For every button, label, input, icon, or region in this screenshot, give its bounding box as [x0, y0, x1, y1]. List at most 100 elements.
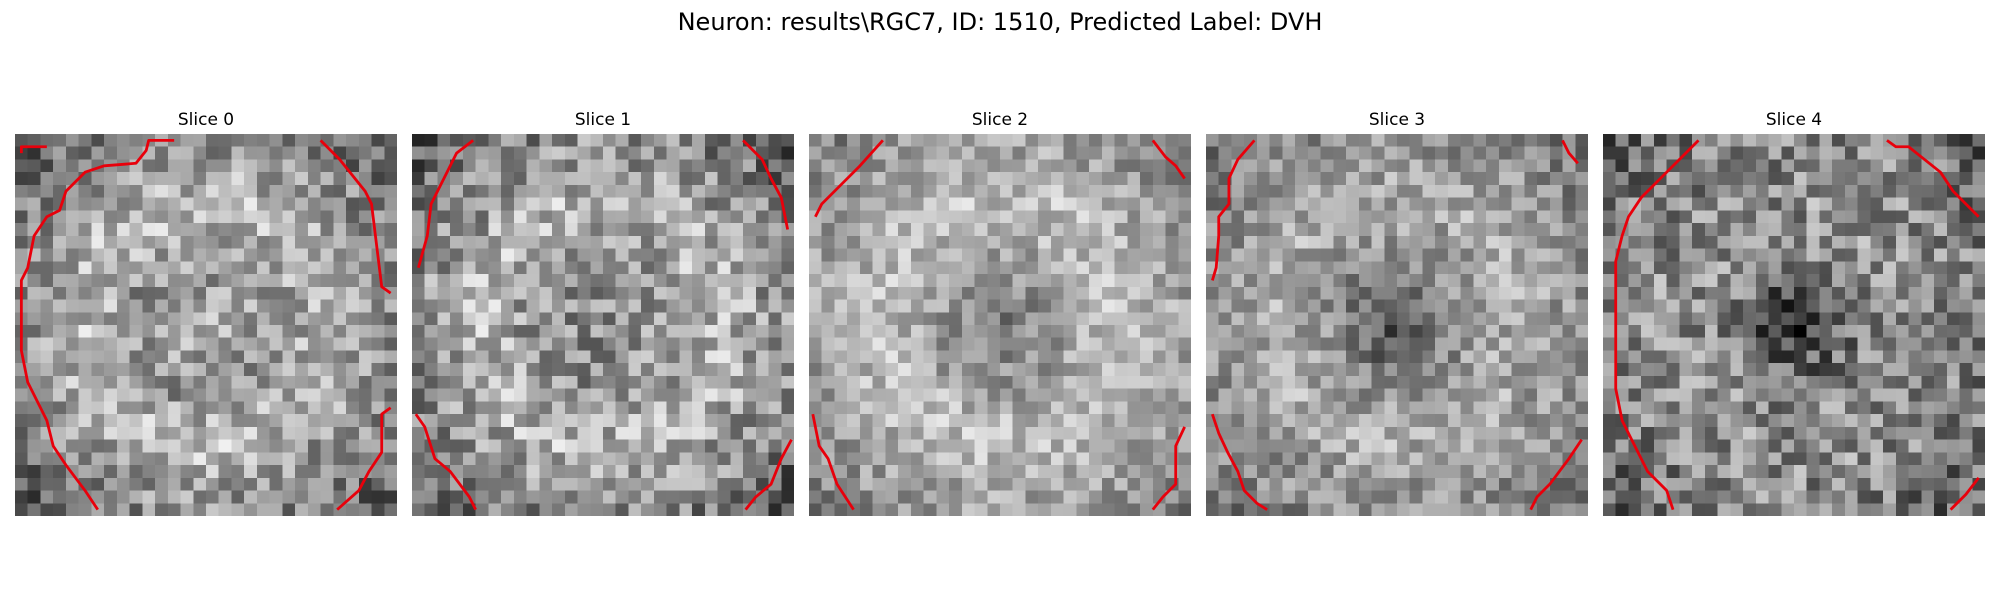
pixel [244, 261, 258, 275]
pixel [78, 223, 92, 237]
pixel [1307, 414, 1321, 428]
pixel [513, 299, 527, 313]
pixel [1050, 261, 1064, 275]
pixel [1076, 490, 1090, 504]
pixel [1178, 159, 1191, 173]
pixel [1447, 134, 1461, 147]
pixel [834, 401, 848, 415]
pixel [206, 184, 219, 198]
pixel [1946, 452, 1960, 466]
pixel [1946, 350, 1960, 364]
pixel [1946, 414, 1960, 428]
pixel [1025, 197, 1039, 211]
pixel [1870, 363, 1884, 377]
pixel [384, 325, 397, 338]
pixel [501, 465, 515, 479]
pixel [743, 503, 757, 516]
pixel [987, 197, 1001, 211]
pixel [193, 465, 207, 479]
pixel [885, 426, 899, 440]
pixel [1409, 286, 1423, 300]
pixel [1895, 210, 1909, 224]
pixel [717, 210, 731, 224]
pixel [78, 159, 92, 173]
pixel [1089, 337, 1103, 351]
pixel [358, 401, 372, 415]
pixel [1641, 172, 1655, 186]
pixel [1384, 248, 1398, 262]
pixel [1371, 146, 1385, 160]
pixel [1101, 363, 1115, 377]
pixel [1717, 337, 1731, 351]
pixel [1794, 172, 1807, 186]
pixel [1063, 388, 1077, 402]
pixel [307, 414, 321, 428]
pixel [1537, 363, 1551, 377]
pixel [1641, 426, 1655, 440]
pixel [1524, 375, 1538, 389]
pixel [1537, 197, 1551, 211]
pixel [384, 134, 397, 147]
pixel [1358, 503, 1372, 516]
pixel [104, 312, 118, 326]
pixel [412, 184, 425, 198]
pixel [167, 452, 181, 466]
pixel [1794, 223, 1807, 237]
pixel [603, 159, 616, 173]
pixel [475, 274, 489, 288]
pixel [1127, 325, 1141, 338]
pixel [1076, 337, 1090, 351]
pixel [129, 134, 143, 147]
pixel [475, 223, 489, 237]
pixel [358, 286, 372, 300]
pixel [936, 477, 950, 491]
pixel [1435, 184, 1449, 198]
pixel [603, 426, 616, 440]
pixel [488, 210, 502, 224]
pixel [1447, 223, 1461, 237]
pixel [1244, 439, 1258, 453]
pixel [1346, 134, 1360, 147]
pixel [577, 299, 591, 313]
pixel [1165, 248, 1179, 262]
pixel [244, 375, 258, 389]
pixel [564, 159, 578, 173]
pixel [1089, 312, 1103, 326]
pixel [1819, 452, 1833, 466]
pixel [1063, 235, 1077, 249]
pixel [412, 223, 425, 237]
pixel [1486, 159, 1500, 173]
pixel [1460, 465, 1474, 479]
pixel [666, 503, 680, 516]
pixel [412, 465, 425, 479]
pixel [307, 490, 321, 504]
pixel [692, 350, 706, 364]
pixel [1269, 401, 1283, 415]
pixel [1371, 235, 1385, 249]
pixel [730, 414, 744, 428]
pixel [424, 477, 438, 491]
pixel [1114, 363, 1128, 377]
pixel [1140, 146, 1154, 160]
pixel [539, 465, 553, 479]
pixel [53, 388, 67, 402]
pixel [974, 197, 988, 211]
pixel [218, 184, 232, 198]
pixel [1730, 363, 1744, 377]
pixel [1397, 134, 1410, 147]
pixel [1768, 439, 1782, 453]
pixel [1038, 363, 1052, 377]
pixel [872, 388, 886, 402]
pixel [65, 401, 79, 415]
pixel [1295, 452, 1309, 466]
pixel [1653, 134, 1667, 147]
pixel [1371, 375, 1385, 389]
pixel [1603, 363, 1616, 377]
pixel [1934, 299, 1948, 313]
pixel [1641, 235, 1655, 249]
pixel [1397, 235, 1410, 249]
pixel [603, 452, 616, 466]
pixel [78, 388, 92, 402]
pixel [269, 261, 283, 275]
contour-line [319, 139, 392, 295]
